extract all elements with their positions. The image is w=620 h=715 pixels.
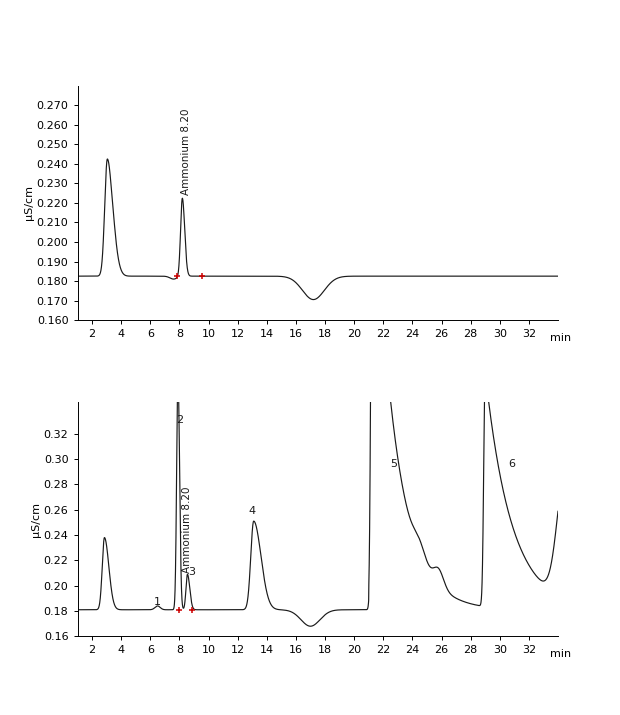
- X-axis label: min: min: [550, 333, 571, 343]
- Text: 4: 4: [249, 506, 256, 516]
- Text: 6: 6: [508, 459, 515, 469]
- Text: 3: 3: [188, 567, 195, 577]
- Text: Ammonium 8.20: Ammonium 8.20: [181, 109, 191, 195]
- Text: 1: 1: [154, 596, 161, 606]
- Y-axis label: μS/cm: μS/cm: [24, 185, 34, 220]
- X-axis label: min: min: [550, 649, 571, 659]
- Text: 2: 2: [177, 415, 184, 425]
- Y-axis label: μS/cm: μS/cm: [31, 502, 41, 537]
- Text: Ammonium 8.20: Ammonium 8.20: [182, 486, 192, 573]
- Text: 5: 5: [390, 459, 397, 469]
